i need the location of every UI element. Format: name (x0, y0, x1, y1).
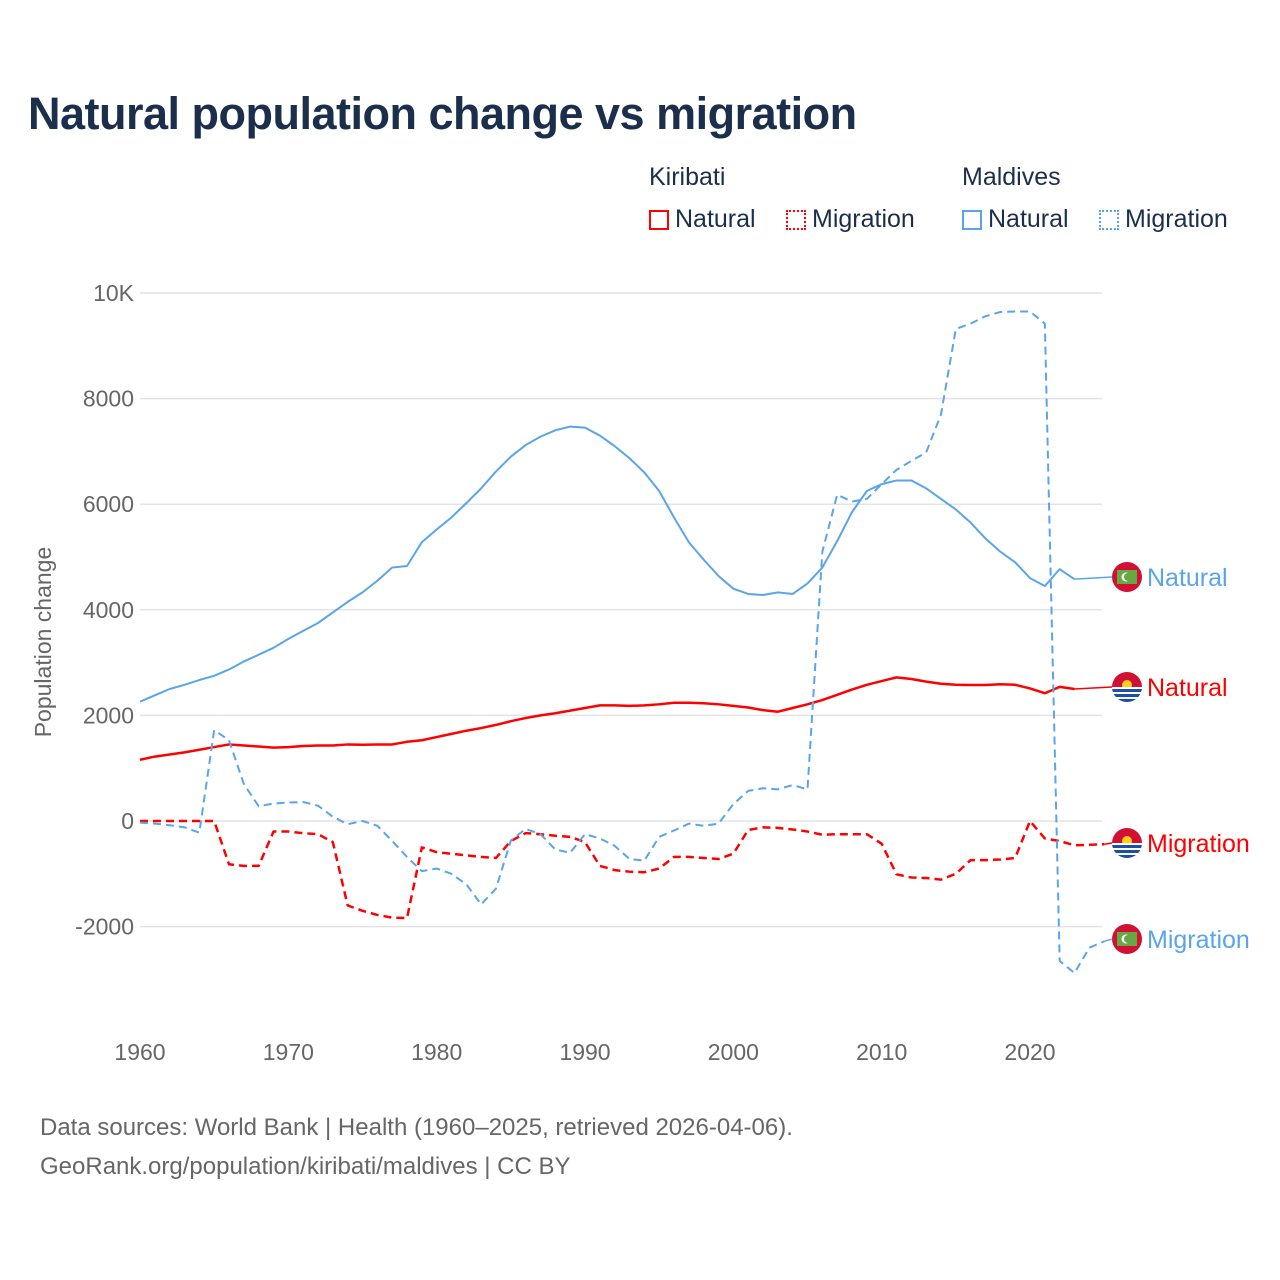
series-line-maldives-migration (139, 310, 1105, 975)
legend-label: Natural (675, 205, 756, 233)
flag-body (1112, 828, 1142, 858)
series-line-kiribati-natural (139, 676, 1075, 761)
legend-label: Migration (1125, 205, 1228, 233)
legend-kiribati-migration[interactable]: Migration (786, 205, 915, 234)
kiribati-flag-icon (1112, 672, 1142, 702)
x-tick-label: 1990 (559, 1039, 610, 1065)
flag-red (1112, 672, 1142, 687)
legend-maldives-natural[interactable]: Natural (962, 205, 1069, 234)
legend-group-kiribati: Kiribati (649, 163, 726, 191)
y-tick-label: 4000 (83, 597, 134, 623)
maldives-flag-icon (1112, 562, 1142, 592)
series-line-maldives-natural (139, 425, 1076, 703)
end-label: Migration (1147, 926, 1250, 954)
flag-red (1112, 828, 1142, 843)
x-tick-label: 1980 (411, 1039, 462, 1065)
x-tick-label: 2020 (1004, 1039, 1055, 1065)
label-connector (1104, 842, 1113, 845)
source-line-1: Data sources: World Bank | Health (1960–… (40, 1114, 793, 1141)
flag-wave (1112, 699, 1142, 702)
crescent-cut (1124, 935, 1132, 943)
label-connector (1074, 686, 1113, 690)
y-tick-label: -2000 (75, 914, 134, 940)
end-label: Natural (1147, 564, 1228, 592)
flag-body (1112, 672, 1142, 702)
flag-wave (1112, 850, 1142, 853)
legend-swatch-solid-icon (649, 209, 669, 230)
x-tick-label: 2010 (856, 1039, 907, 1065)
x-tick-label: 1960 (114, 1039, 165, 1065)
flag-wave (1112, 845, 1142, 848)
end-label: Migration (1147, 830, 1250, 858)
legend-label: Natural (988, 205, 1069, 233)
x-tick-label: 1970 (263, 1039, 314, 1065)
flag-wave (1112, 694, 1142, 697)
source-line-2[interactable]: GeoRank.org/population/kiribati/maldives… (40, 1153, 571, 1180)
y-tick-label: 0 (121, 808, 134, 834)
kiribati-flag-icon (1112, 828, 1142, 858)
y-axis-label: Population change (30, 547, 56, 738)
legend-label: Migration (812, 205, 915, 233)
end-label: Natural (1147, 674, 1228, 702)
series-line-kiribati-migration (140, 819, 1105, 920)
legend-maldives-migration[interactable]: Migration (1099, 205, 1228, 234)
y-tick-label: 8000 (83, 386, 134, 412)
y-tick-label: 2000 (83, 702, 134, 728)
legend-swatch-solid-icon (962, 209, 982, 230)
label-connector (1103, 938, 1113, 943)
legend-swatch-dotted-icon (786, 209, 806, 230)
y-tick-label: 6000 (83, 491, 134, 517)
maldives-flag-icon (1112, 924, 1142, 954)
legend-kiribati-natural[interactable]: Natural (649, 205, 756, 234)
y-tick-label: 10K (93, 280, 135, 306)
legend-swatch-dotted-icon (1099, 209, 1119, 230)
crescent-cut (1124, 573, 1132, 581)
flag-wave (1112, 855, 1142, 858)
x-tick-label: 2000 (708, 1039, 759, 1065)
flag-wave (1112, 689, 1142, 692)
label-connector (1074, 576, 1113, 580)
legend-group-maldives: Maldives (962, 163, 1061, 191)
chart-title: Natural population change vs migration (28, 88, 857, 139)
source-note: Data sources: World Bank | Health (1960–… (40, 1108, 793, 1186)
